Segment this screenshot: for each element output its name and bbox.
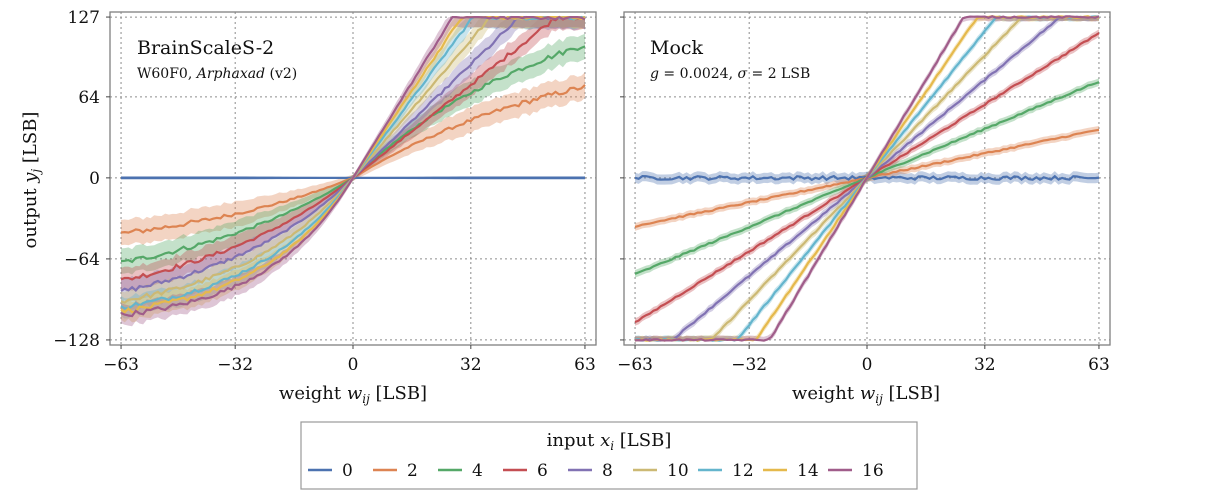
- legend-item-2: 2: [373, 461, 418, 481]
- legend-item-4: 4: [438, 461, 483, 481]
- band-series-8: [121, 17, 585, 303]
- panel-mock: −63 −32 0 32 63 Mock g = 0.0024, σ = 2 LSB w…: [617, 11, 1111, 406]
- legend-label: 14: [797, 461, 819, 481]
- x-tick-label: −63: [617, 355, 653, 375]
- y-axis-label: output yj [LSB]: [20, 112, 43, 249]
- x-tick-label: 63: [574, 355, 596, 375]
- x-tick-label: 0: [348, 355, 359, 375]
- x-tick-label: −32: [731, 355, 767, 375]
- panel-title: Mock: [650, 37, 704, 59]
- ticks: −63 −32 0 32 63 127 64 0 −64 −128: [53, 8, 595, 375]
- legend-label: 6: [537, 461, 548, 481]
- legend-label: 4: [472, 461, 483, 481]
- panel-brainscales: −63 −32 0 32 63 127 64 0 −64 −128 BrainScaleS-2 W…: [53, 8, 597, 406]
- svg-text:output yj [LSB]: output yj [LSB]: [20, 112, 43, 249]
- legend-item-10: 10: [633, 461, 689, 481]
- legend-item-16: 16: [828, 461, 884, 481]
- band-series-2: [121, 72, 585, 246]
- legend-frame: [300, 421, 918, 490]
- legend-label: 8: [602, 461, 613, 481]
- legend-title: input xi [LSB]: [547, 430, 672, 453]
- legend-items: 0 2 4 6 8 10 12 14 16: [308, 461, 884, 481]
- legend-label: 0: [342, 461, 353, 481]
- panel-subtitle: g = 0.0024, σ = 2 LSB: [650, 66, 810, 82]
- legend-label: 16: [862, 461, 884, 481]
- legend-label: 12: [732, 461, 754, 481]
- y-tick-label: −128: [53, 331, 100, 351]
- band-series-10: [121, 17, 585, 313]
- x-tick-label: 32: [974, 355, 996, 375]
- series-lines: [120, 15, 586, 318]
- legend-item-8: 8: [568, 461, 613, 481]
- series-lines: [634, 15, 1100, 342]
- legend-item-14: 14: [763, 461, 819, 481]
- y-tick-label: 127: [68, 8, 100, 28]
- y-tick-label: −64: [64, 250, 100, 270]
- line-series-16: [634, 15, 1100, 342]
- legend: input xi [LSB] 0 2 4 6 8 10 12 14 16: [300, 421, 918, 490]
- ticks: −63 −32 0 32 63: [617, 16, 1110, 375]
- x-tick-label: 63: [1088, 355, 1110, 375]
- y-tick-label: 0: [89, 169, 100, 189]
- panel-subtitle: W60F0, Arphaxad (v2): [137, 66, 297, 82]
- x-tick-label: −32: [217, 355, 253, 375]
- panel-title: BrainScaleS-2: [137, 37, 274, 59]
- x-tick-label: 32: [460, 355, 482, 375]
- x-tick-label: 0: [862, 355, 873, 375]
- x-axis-label: weight wij [LSB]: [792, 383, 940, 406]
- legend-label: 10: [667, 461, 689, 481]
- band-series-14: [121, 17, 585, 323]
- legend-item-0: 0: [308, 461, 353, 481]
- legend-item-12: 12: [698, 461, 754, 481]
- legend-item-6: 6: [503, 461, 548, 481]
- legend-label: 2: [407, 461, 418, 481]
- y-tick-label: 64: [78, 88, 100, 108]
- x-tick-label: −63: [103, 355, 139, 375]
- x-axis-label: weight wij [LSB]: [279, 383, 427, 406]
- line-series-16: [120, 15, 586, 318]
